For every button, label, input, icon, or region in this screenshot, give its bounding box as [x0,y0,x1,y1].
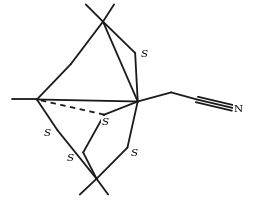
Text: S: S [101,117,108,126]
Text: N: N [234,105,243,114]
Text: S: S [141,50,148,59]
Text: S: S [44,128,51,137]
Text: S: S [67,153,74,162]
Text: S: S [130,148,138,157]
